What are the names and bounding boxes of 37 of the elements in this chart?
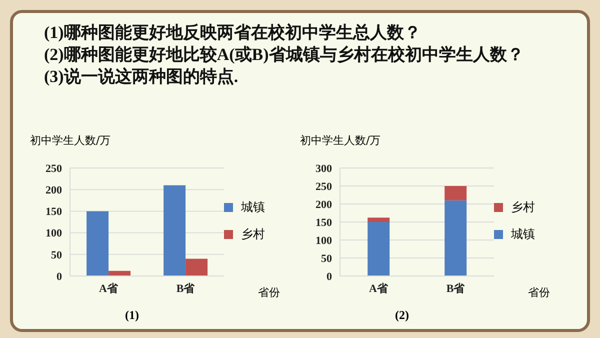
- y-tick-label: 50: [321, 252, 332, 265]
- y-axis-title: 初中学生人数/万: [300, 133, 381, 148]
- legend-label: 乡村: [241, 226, 265, 242]
- legend-label: 乡村: [511, 198, 535, 216]
- y-tick-label: 300: [316, 162, 332, 175]
- y-tick-label: 100: [46, 228, 62, 240]
- bar: [444, 186, 467, 200]
- y-tick-label: 200: [316, 198, 332, 211]
- y-tick-label: 100: [316, 234, 332, 247]
- y-tick-label: 50: [51, 249, 62, 262]
- bar: [444, 200, 467, 276]
- x-tick-label: A省: [99, 282, 119, 295]
- bar: [86, 211, 109, 276]
- bar: [368, 222, 390, 276]
- y-tick-label: 0: [56, 270, 62, 283]
- bar: [368, 218, 390, 222]
- y-tick-label: 200: [46, 184, 62, 197]
- y-tick-label: 0: [326, 270, 332, 283]
- text: (1): [125, 308, 139, 323]
- x-axis-title: 省份: [528, 285, 550, 300]
- y-tick-label: 150: [46, 206, 62, 218]
- x-tick-label: A省: [369, 282, 389, 295]
- text: (1)哪种图能更好地反映两省在校初中学生总人数？: [44, 22, 422, 44]
- y-tick-label: 150: [316, 216, 332, 229]
- x-tick-label: B省: [176, 282, 196, 295]
- legend-label: 城镇: [511, 226, 535, 242]
- text: (3)说一说这两种图的特点.: [44, 66, 240, 88]
- bar: [186, 258, 208, 276]
- y-tick-label: 250: [316, 180, 332, 193]
- y-tick-label: 250: [46, 162, 62, 175]
- text: (2)哪种图能更好地比较A(或B)省城镇与乡村在校初中学生人数？: [44, 44, 525, 66]
- x-tick-label: B省: [446, 282, 466, 295]
- y-axis-title: 初中学生人数/万: [30, 133, 111, 148]
- bar: [164, 185, 186, 276]
- text: (2): [395, 308, 409, 323]
- legend-label: 城镇: [241, 198, 265, 216]
- x-axis-title: 省份: [258, 285, 280, 300]
